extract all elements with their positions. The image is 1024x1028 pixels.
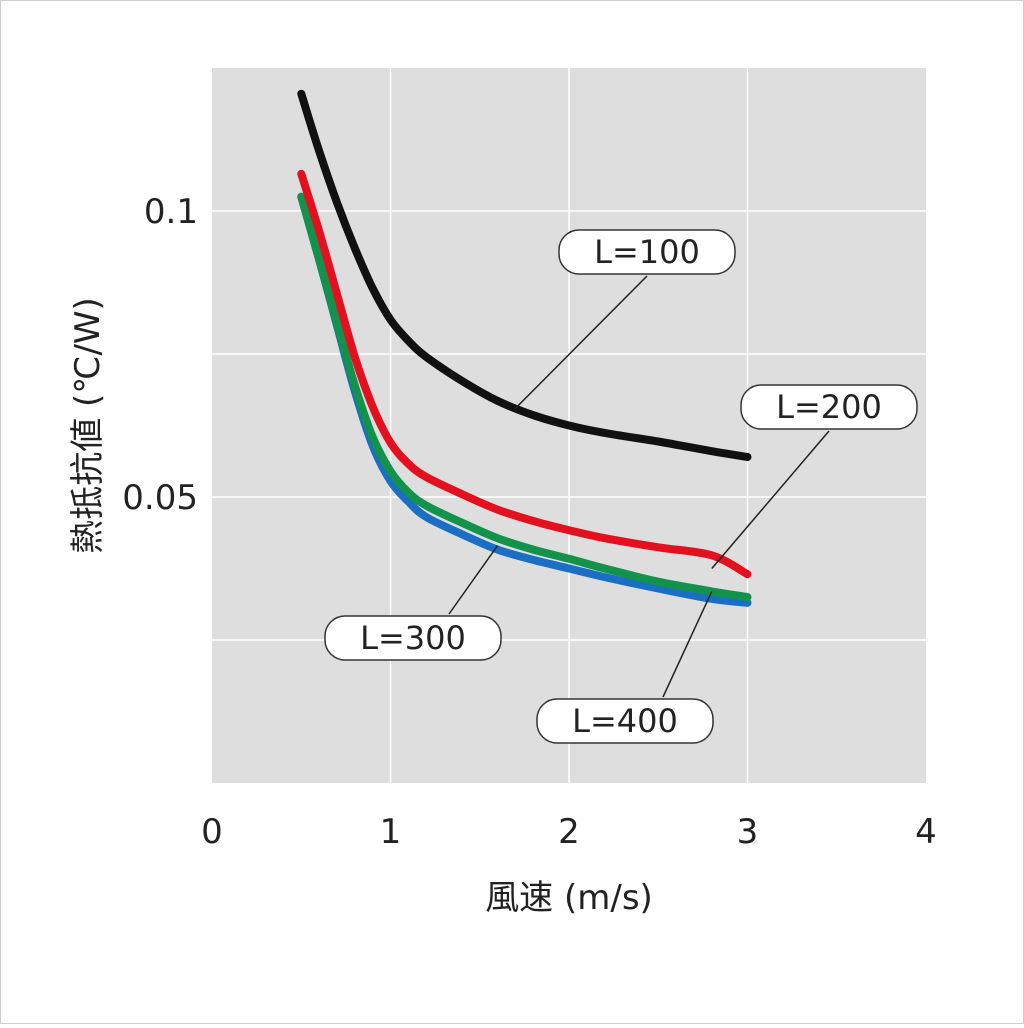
callout-l-400: L=400 [536, 698, 714, 744]
y-tick-label: 0.1 [144, 192, 198, 232]
callout-label: L=400 [572, 702, 678, 740]
series-line-l-100 [297, 89, 752, 461]
callout-leader-line [662, 591, 713, 698]
callout-box [740, 384, 918, 430]
callout-l-100: L=100 [558, 229, 736, 275]
leader-lines [448, 275, 830, 698]
callout-leader-line [711, 430, 830, 569]
callout-box [324, 615, 502, 661]
y-axis-title: 熱抵抗値 (℃/W) [68, 297, 108, 554]
callout-leader-line [514, 275, 648, 409]
callout-label: L=200 [776, 388, 882, 426]
callout-l-200: L=200 [740, 384, 918, 430]
x-tick-label: 0 [201, 812, 223, 852]
x-tick-label: 4 [915, 812, 937, 852]
callout-l-300: L=300 [324, 615, 502, 661]
x-tick-label: 2 [558, 812, 580, 852]
series-line-l-300 [297, 192, 752, 602]
series-lines [297, 89, 752, 607]
callout-label: L=300 [360, 619, 466, 657]
x-axis-title: 風速 (m/s) [485, 878, 653, 918]
series-callouts: L=100 L=200 L=300 L=400 [324, 229, 918, 744]
callout-box [536, 698, 714, 744]
callout-label: L=100 [594, 233, 700, 271]
callout-leader-line [448, 545, 499, 615]
x-tick-label: 3 [737, 812, 759, 852]
callout-box [558, 229, 736, 275]
y-tick-label: 0.05 [122, 478, 198, 518]
x-tick-label: 1 [380, 812, 402, 852]
series-line-l-200 [297, 169, 752, 579]
tick-labels: 0 1 2 3 4 0.05 0.1 [122, 192, 937, 852]
